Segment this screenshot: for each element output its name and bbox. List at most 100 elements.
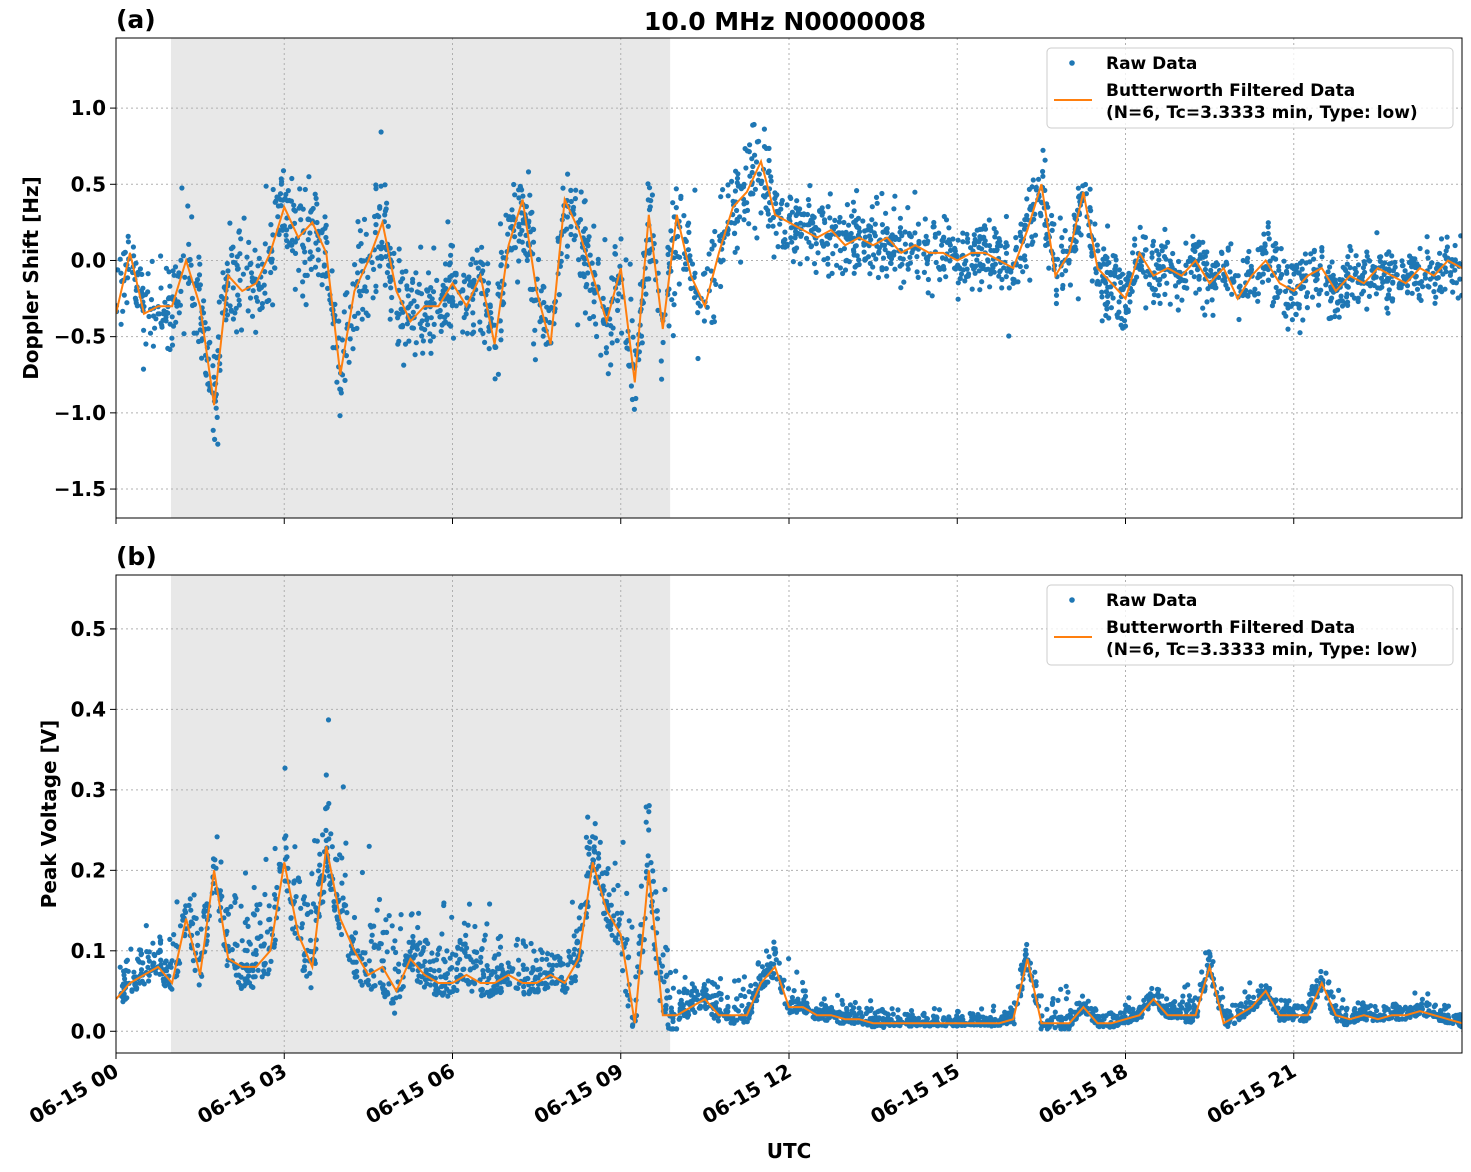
raw-data-point: [350, 281, 356, 287]
raw-data-point: [384, 949, 390, 955]
raw-data-point: [420, 350, 426, 356]
raw-data-point: [1343, 294, 1350, 300]
raw-data-point: [773, 200, 779, 207]
raw-data-point: [1174, 1007, 1180, 1013]
raw-data-point: [762, 185, 768, 191]
y-tick-label: 1.0: [71, 96, 106, 120]
raw-data-point: [1409, 257, 1415, 263]
raw-data-point: [671, 302, 677, 308]
raw-data-point: [922, 216, 928, 222]
raw-data-point: [233, 972, 239, 978]
raw-data-point: [997, 269, 1003, 275]
raw-data-point: [403, 953, 409, 959]
raw-data-point: [976, 244, 982, 251]
raw-data-point: [116, 267, 121, 273]
raw-data-point: [1142, 247, 1149, 253]
raw-data-point: [829, 224, 835, 230]
raw-data-point: [442, 959, 448, 965]
raw-data-point: [526, 991, 532, 997]
raw-data-point: [1412, 990, 1418, 996]
raw-data-point: [825, 204, 831, 210]
raw-data-point: [531, 226, 537, 233]
raw-data-point: [999, 285, 1005, 291]
raw-data-point: [470, 310, 476, 316]
raw-data-point: [1210, 262, 1216, 268]
raw-data-point: [725, 182, 731, 188]
raw-data-point: [516, 957, 522, 963]
raw-data-point: [573, 187, 579, 193]
raw-data-point: [715, 984, 721, 990]
raw-data-point: [1442, 286, 1448, 292]
raw-data-point: [1160, 264, 1166, 270]
raw-data-point: [654, 908, 660, 914]
raw-data-point: [557, 958, 563, 964]
raw-data-point: [176, 310, 182, 316]
raw-data-point: [1134, 274, 1140, 280]
raw-data-point: [125, 275, 131, 281]
raw-data-point: [1448, 270, 1454, 276]
raw-data-point: [485, 261, 491, 267]
raw-data-point: [1087, 243, 1093, 249]
raw-data-point: [1438, 1008, 1444, 1014]
raw-data-point: [940, 1017, 946, 1023]
raw-data-point: [770, 223, 776, 229]
raw-data-point: [840, 1001, 846, 1007]
raw-data-point: [232, 899, 238, 906]
raw-data-point: [971, 242, 978, 248]
raw-data-point: [212, 857, 218, 863]
raw-data-point: [1122, 303, 1129, 310]
raw-data-point: [439, 931, 445, 937]
raw-data-point: [834, 262, 840, 268]
raw-data-point: [720, 187, 726, 193]
raw-data-point: [876, 249, 882, 255]
raw-data-point: [1281, 258, 1287, 264]
raw-data-point: [302, 249, 308, 255]
raw-data-point: [438, 328, 444, 334]
raw-data-point: [1390, 279, 1396, 285]
raw-data-point: [249, 275, 255, 281]
raw-data-point: [780, 244, 786, 250]
raw-data-point: [1394, 272, 1400, 278]
raw-data-point: [1004, 243, 1010, 249]
raw-data-point: [980, 262, 986, 269]
raw-data-point: [447, 260, 453, 266]
raw-data-point: [691, 295, 698, 301]
raw-data-point: [520, 962, 526, 968]
raw-data-point: [357, 228, 363, 234]
raw-data-point: [1335, 300, 1341, 306]
raw-data-point: [1308, 251, 1314, 257]
raw-data-point: [312, 264, 319, 270]
raw-data-point: [929, 293, 935, 299]
raw-data-point: [252, 974, 258, 980]
raw-data-point: [1023, 264, 1029, 270]
raw-data-point: [1366, 257, 1372, 263]
raw-data-point: [708, 268, 714, 274]
raw-data-point: [1183, 1007, 1189, 1013]
raw-data-point: [307, 230, 313, 236]
raw-data-point: [368, 986, 374, 992]
raw-data-point: [766, 168, 772, 174]
raw-data-point: [304, 272, 310, 278]
raw-data-point: [803, 235, 810, 241]
raw-data-point: [660, 339, 666, 346]
raw-data-point: [270, 302, 276, 308]
raw-data-point: [568, 187, 574, 193]
raw-data-point: [515, 279, 521, 285]
raw-data-point: [238, 327, 245, 333]
raw-data-point: [1405, 289, 1411, 295]
raw-data-point: [964, 231, 970, 237]
raw-data-point: [145, 289, 151, 295]
raw-data-point: [519, 227, 525, 234]
raw-data-point: [1024, 243, 1030, 249]
raw-data-point: [1236, 316, 1242, 323]
raw-data-point: [1255, 247, 1261, 253]
raw-data-point: [344, 910, 350, 916]
raw-data-point: [1140, 269, 1147, 275]
raw-data-point: [533, 957, 539, 963]
raw-data-point: [382, 282, 388, 288]
raw-data-point: [785, 986, 792, 992]
raw-data-point: [169, 314, 175, 320]
raw-data-point: [211, 374, 217, 380]
raw-data-point: [734, 175, 741, 181]
raw-data-point: [461, 314, 467, 321]
